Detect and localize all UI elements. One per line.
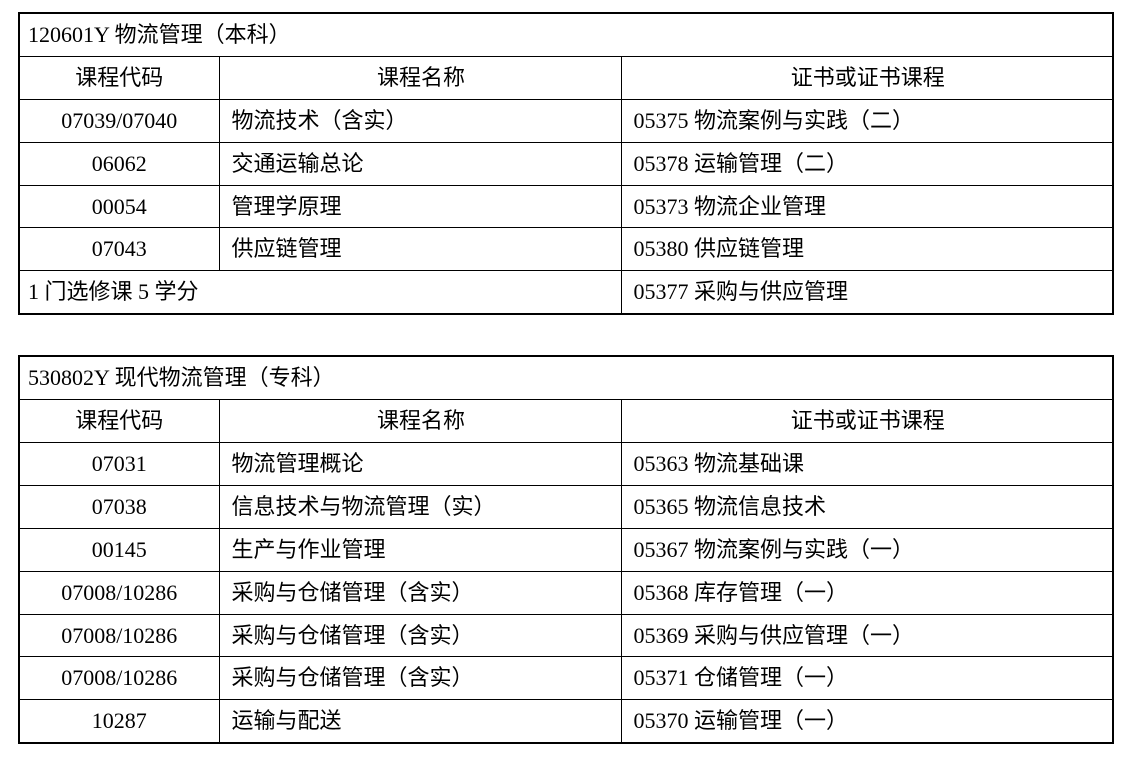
table-row: 07038 信息技术与物流管理（实） 05365 物流信息技术 (19, 485, 1113, 528)
table-1-footer-row: 1 门选修课 5 学分 05377 采购与供应管理 (19, 271, 1113, 314)
cell-cert: 05367 物流案例与实践（一） (621, 528, 1113, 571)
cell-cert: 05375 物流案例与实践（二） (621, 99, 1113, 142)
footer-left: 1 门选修课 5 学分 (19, 271, 621, 314)
cell-code: 07038 (19, 485, 219, 528)
header-code: 课程代码 (19, 56, 219, 99)
table-2-title: 530802Y 现代物流管理（专科） (19, 356, 1113, 399)
cell-name: 生产与作业管理 (219, 528, 621, 571)
cell-code: 07043 (19, 228, 219, 271)
table-row: 10287 运输与配送 05370 运输管理（一） (19, 700, 1113, 743)
cell-name: 物流技术（含实） (219, 99, 621, 142)
table-row: 07008/10286 采购与仓储管理（含实） 05368 库存管理（一） (19, 571, 1113, 614)
cell-name: 信息技术与物流管理（实） (219, 485, 621, 528)
cell-code: 00054 (19, 185, 219, 228)
course-table-2: 530802Y 现代物流管理（专科） 课程代码 课程名称 证书或证书课程 070… (18, 355, 1114, 744)
header-name: 课程名称 (219, 400, 621, 443)
cell-name: 运输与配送 (219, 700, 621, 743)
cell-name: 供应链管理 (219, 228, 621, 271)
cell-code: 07008/10286 (19, 614, 219, 657)
cell-code: 07008/10286 (19, 657, 219, 700)
cell-cert: 05368 库存管理（一） (621, 571, 1113, 614)
table-row: 06062 交通运输总论 05378 运输管理（二） (19, 142, 1113, 185)
table-row: 00145 生产与作业管理 05367 物流案例与实践（一） (19, 528, 1113, 571)
cell-cert: 05373 物流企业管理 (621, 185, 1113, 228)
table-2-header-row: 课程代码 课程名称 证书或证书课程 (19, 400, 1113, 443)
header-cert: 证书或证书课程 (621, 56, 1113, 99)
cell-code: 06062 (19, 142, 219, 185)
header-cert: 证书或证书课程 (621, 400, 1113, 443)
table-row: 07043 供应链管理 05380 供应链管理 (19, 228, 1113, 271)
table-row: 07008/10286 采购与仓储管理（含实） 05369 采购与供应管理（一） (19, 614, 1113, 657)
cell-name: 交通运输总论 (219, 142, 621, 185)
table-1-header-row: 课程代码 课程名称 证书或证书课程 (19, 56, 1113, 99)
cell-cert: 05369 采购与供应管理（一） (621, 614, 1113, 657)
header-name: 课程名称 (219, 56, 621, 99)
cell-name: 采购与仓储管理（含实） (219, 614, 621, 657)
cell-cert: 05365 物流信息技术 (621, 485, 1113, 528)
cell-name: 采购与仓储管理（含实） (219, 571, 621, 614)
course-table-1: 120601Y 物流管理（本科） 课程代码 课程名称 证书或证书课程 07039… (18, 12, 1114, 315)
cell-cert: 05370 运输管理（一） (621, 700, 1113, 743)
cell-name: 管理学原理 (219, 185, 621, 228)
cell-cert: 05371 仓储管理（一） (621, 657, 1113, 700)
table-row: 07031 物流管理概论 05363 物流基础课 (19, 443, 1113, 486)
header-code: 课程代码 (19, 400, 219, 443)
cell-cert: 05378 运输管理（二） (621, 142, 1113, 185)
cell-cert: 05380 供应链管理 (621, 228, 1113, 271)
table-row: 00054 管理学原理 05373 物流企业管理 (19, 185, 1113, 228)
cell-name: 物流管理概论 (219, 443, 621, 486)
cell-code: 07008/10286 (19, 571, 219, 614)
table-row: 07008/10286 采购与仓储管理（含实） 05371 仓储管理（一） (19, 657, 1113, 700)
cell-code: 07039/07040 (19, 99, 219, 142)
table-row: 07039/07040 物流技术（含实） 05375 物流案例与实践（二） (19, 99, 1113, 142)
cell-code: 00145 (19, 528, 219, 571)
footer-right: 05377 采购与供应管理 (621, 271, 1113, 314)
cell-name: 采购与仓储管理（含实） (219, 657, 621, 700)
cell-cert: 05363 物流基础课 (621, 443, 1113, 486)
cell-code: 07031 (19, 443, 219, 486)
cell-code: 10287 (19, 700, 219, 743)
table-1-title: 120601Y 物流管理（本科） (19, 13, 1113, 56)
